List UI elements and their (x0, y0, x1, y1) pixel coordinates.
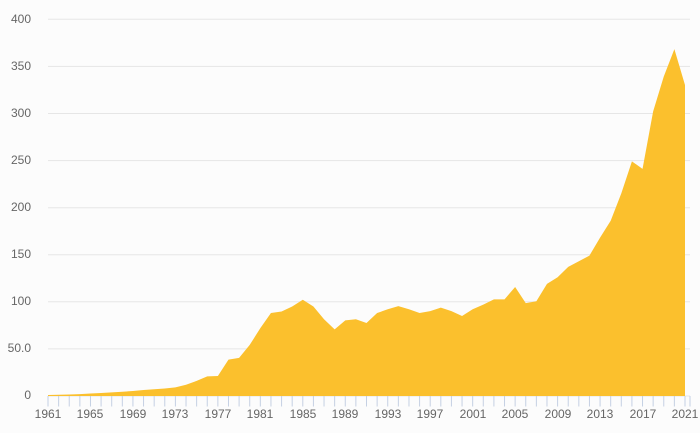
svg-text:2005: 2005 (502, 407, 529, 421)
svg-text:350: 350 (11, 59, 31, 73)
svg-text:300: 300 (11, 106, 31, 120)
svg-text:1961: 1961 (35, 407, 62, 421)
svg-text:150: 150 (11, 247, 31, 261)
svg-text:2017: 2017 (630, 407, 657, 421)
svg-text:2001: 2001 (460, 407, 487, 421)
svg-text:2009: 2009 (545, 407, 572, 421)
svg-text:250: 250 (11, 153, 31, 167)
svg-text:1969: 1969 (120, 407, 147, 421)
svg-text:1965: 1965 (77, 407, 104, 421)
svg-text:1977: 1977 (205, 407, 232, 421)
svg-text:1985: 1985 (290, 407, 317, 421)
svg-text:2021: 2021 (672, 407, 699, 421)
svg-text:50.0: 50.0 (8, 341, 32, 355)
svg-text:1973: 1973 (162, 407, 189, 421)
svg-text:2013: 2013 (587, 407, 614, 421)
svg-text:400: 400 (11, 12, 31, 26)
svg-text:0: 0 (24, 388, 31, 402)
svg-text:200: 200 (11, 200, 31, 214)
svg-text:1981: 1981 (247, 407, 274, 421)
svg-text:1997: 1997 (417, 407, 444, 421)
svg-text:1993: 1993 (375, 407, 402, 421)
svg-text:100: 100 (11, 294, 31, 308)
svg-text:1989: 1989 (332, 407, 359, 421)
